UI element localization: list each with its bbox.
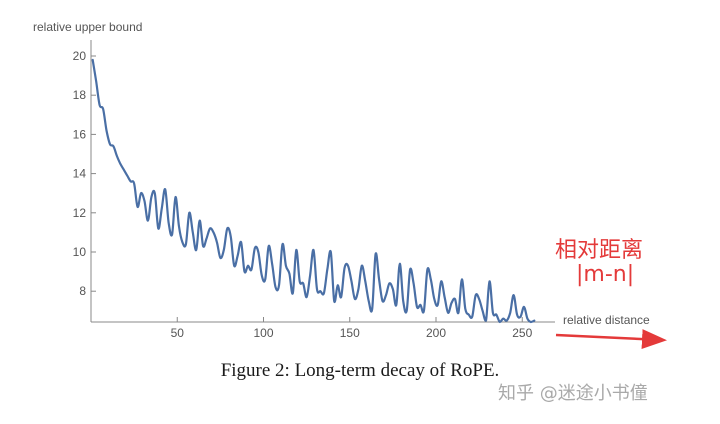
y-tick-label: 18 <box>73 88 87 102</box>
x-tick-label: 100 <box>253 326 273 340</box>
x-axis-label: relative distance <box>563 313 650 327</box>
x-tick-label: 150 <box>340 326 360 340</box>
axes <box>90 40 555 323</box>
y-tick-label: 12 <box>73 206 87 220</box>
x-tick-label: 200 <box>426 326 446 340</box>
x-tick-label: 50 <box>171 326 185 340</box>
y-tick-label: 16 <box>73 127 87 141</box>
red-arrow <box>555 329 667 350</box>
watermark: 知乎 @迷途小书僮 <box>498 383 648 404</box>
y-ticks: 8 10 12 14 16 18 20 <box>73 49 96 298</box>
y-tick-label: 14 <box>73 167 87 181</box>
x-tick-label: 250 <box>512 326 532 340</box>
y-tick-label: 8 <box>79 284 86 298</box>
y-tick-label: 10 <box>73 245 87 259</box>
y-tick-label: 20 <box>73 49 87 63</box>
annotation-relative-distance-cn: 相对距离 <box>555 238 644 263</box>
annotation-m-n: |m-n| <box>576 262 635 287</box>
series-line <box>91 58 536 324</box>
y-axis-label: relative upper bound <box>33 20 143 34</box>
figure-caption: Figure 2: Long-term decay of RoPE. <box>220 360 500 381</box>
x-ticks: 50 100 150 200 250 <box>171 317 533 340</box>
